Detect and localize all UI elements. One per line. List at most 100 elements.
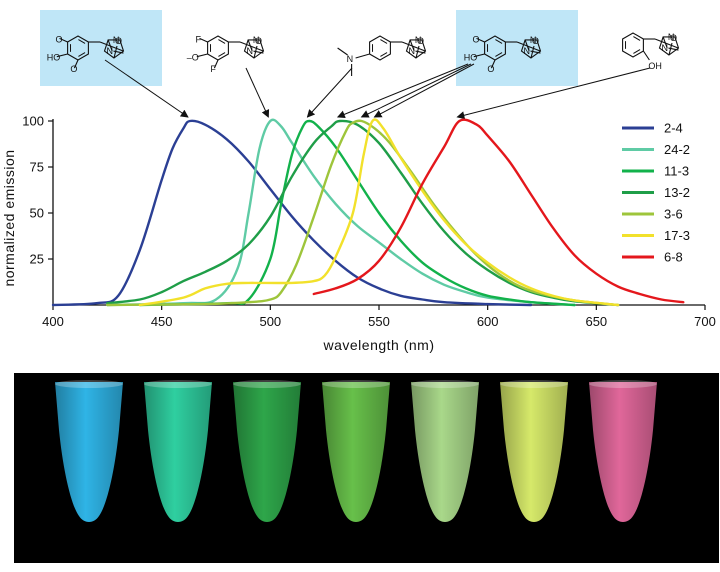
legend-label-6-8: 6-8 <box>664 250 683 265</box>
atom-label: N <box>246 46 253 56</box>
methyl-bond <box>107 39 113 52</box>
substituent-bond <box>642 50 650 61</box>
atom-label: N <box>530 35 537 45</box>
atom-label: OH <box>648 61 662 71</box>
substituent-bond <box>56 53 68 58</box>
methyl-bond <box>530 50 541 54</box>
substituent-bond <box>473 53 485 58</box>
fluorescent-vials-photo <box>14 373 719 563</box>
substituent-bond <box>73 59 79 69</box>
arrow-to-13-2 <box>336 63 469 119</box>
methyl-bond <box>253 50 264 54</box>
legend-label-13-2: 13-2 <box>664 185 690 200</box>
vial-rim <box>411 380 479 388</box>
vial-rim <box>144 380 212 388</box>
vial-1 <box>55 382 123 522</box>
y-tick-label: 25 <box>30 252 44 267</box>
arrow-to-2-4 <box>104 59 189 118</box>
exo-bond <box>516 41 541 52</box>
atom-label: N <box>668 32 675 42</box>
x-tick-label: 600 <box>477 314 499 329</box>
atom-label: N <box>113 35 120 45</box>
arrow-to-3-6 <box>360 63 472 118</box>
ring-double-bond <box>633 49 641 54</box>
arrow-to-11-3 <box>306 67 353 118</box>
x-tick-label: 400 <box>42 314 64 329</box>
ring-double-bond <box>495 39 503 44</box>
series-line-3-6 <box>106 119 620 307</box>
exo-bond <box>654 38 679 49</box>
atom-label: O <box>670 33 677 43</box>
atom-label: –O <box>187 53 199 63</box>
atom-label: N <box>347 54 354 64</box>
atom-label: O <box>532 36 539 46</box>
atom-label: O <box>115 36 122 46</box>
ring-double-bond <box>78 52 86 57</box>
emission-chart: 400 450 500 550 600 650 700 25 50 75 100 2-4 24-2 11… <box>1 114 716 354</box>
ring-double-bond <box>495 52 503 57</box>
structure-highlight <box>40 10 162 86</box>
methyl-bond <box>247 39 253 52</box>
series-line-24-2 <box>106 118 576 307</box>
x-tick-label: 500 <box>259 314 281 329</box>
atom-label: N <box>253 35 260 45</box>
vial-rim <box>589 380 657 388</box>
substituent-bond <box>355 53 370 59</box>
structure-24-2: ONN F –O F <box>187 34 265 74</box>
ring-double-bond <box>218 39 226 44</box>
ring-double-bond <box>380 52 388 57</box>
structure-highlight <box>456 10 578 86</box>
atom-label: F <box>196 34 202 44</box>
atom-label: N <box>408 46 415 56</box>
methyl-bond <box>337 47 348 56</box>
atom-label: O <box>487 64 494 74</box>
atom-label: HO <box>47 53 61 63</box>
series-line-11-3 <box>138 119 576 307</box>
ring-double-bond <box>218 52 226 57</box>
methyl-bond <box>662 36 668 49</box>
exo-bond <box>239 41 264 52</box>
methyl-bond <box>415 50 426 54</box>
vial-4 <box>322 382 390 522</box>
y-axis-label: normalized emission <box>1 149 17 286</box>
ring-double-bond <box>380 39 388 44</box>
atom-label: N <box>106 46 113 56</box>
atom-label: N <box>523 46 530 56</box>
vial-5 <box>411 382 479 522</box>
arrow-to-24-2 <box>245 67 270 118</box>
exo-bond <box>401 41 426 52</box>
legend-label-24-2: 24-2 <box>664 142 690 157</box>
x-tick-label: 450 <box>151 314 173 329</box>
x-tick-label: 700 <box>694 314 716 329</box>
vial-7 <box>589 382 657 522</box>
legend-label-11-3: 11-3 <box>664 164 689 179</box>
vial-rim <box>500 380 568 388</box>
methyl-bond <box>113 50 124 54</box>
arrow-to-17-3 <box>373 63 475 118</box>
substituent-bond <box>213 59 219 69</box>
legend-label-2-4: 2-4 <box>664 121 683 136</box>
substituent-bond <box>196 53 208 58</box>
y-tick-label: 75 <box>30 160 44 175</box>
atom-label: N <box>415 35 422 45</box>
methyl-bond <box>524 39 530 52</box>
legend-label-3-6: 3-6 <box>664 207 683 222</box>
ring-double-bond <box>633 36 641 41</box>
series-line-6-8 <box>312 118 685 304</box>
substituent-bond <box>199 37 208 43</box>
chart-axes: 400 450 500 550 600 650 700 25 50 75 100 <box>22 114 716 330</box>
y-tick-label: 100 <box>22 114 44 129</box>
methyl-bond <box>409 39 415 52</box>
series-lines <box>51 118 685 307</box>
atom-label: N <box>661 43 668 53</box>
vial-3 <box>233 382 301 522</box>
y-tick-label: 50 <box>30 206 44 221</box>
atom-label: O <box>255 36 262 46</box>
vial-rim <box>55 380 123 388</box>
x-tick-label: 650 <box>585 314 607 329</box>
atom-label: O <box>473 34 480 44</box>
vial-rim <box>233 380 301 388</box>
